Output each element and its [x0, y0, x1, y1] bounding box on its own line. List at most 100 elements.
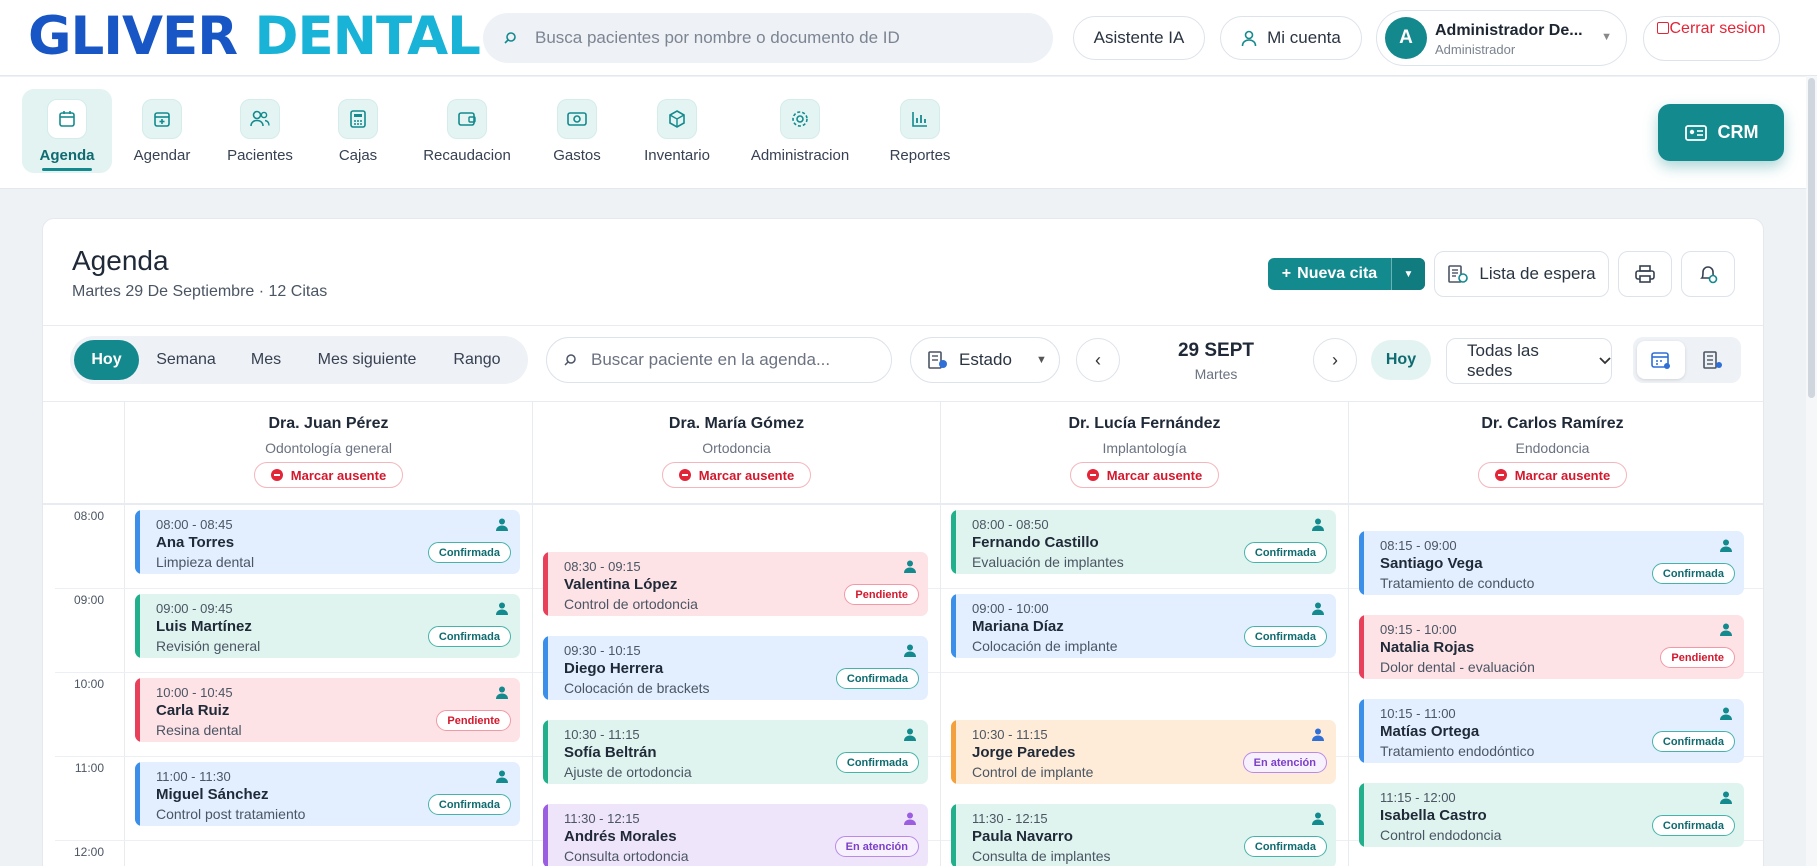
appointment-card[interactable]: 09:00 - 10:00 Mariana Díaz Colocación de i…	[951, 594, 1336, 658]
range-rango[interactable]: Rango	[453, 351, 501, 368]
status-color-bar	[951, 804, 956, 866]
nav-item-reportes[interactable]: Reportes	[879, 89, 961, 173]
notifications-button[interactable]	[1681, 251, 1735, 297]
calendar-grid-icon	[1650, 350, 1672, 370]
nav-item-administracion[interactable]: Administracion	[744, 89, 856, 173]
appointment-time: 11:00 - 11:30	[156, 769, 231, 784]
appointment-card[interactable]: 11:00 - 11:30 Miguel Sánchez Control post …	[135, 762, 520, 826]
new-appointment-main[interactable]: + Nueva cita	[1268, 258, 1391, 290]
mark-absent-button[interactable]: Marcar ausente	[1477, 462, 1628, 488]
appointment-card[interactable]: 08:15 - 09:00 Santiago Vega Tratamiento de…	[1359, 531, 1744, 595]
plus-icon: +	[1281, 265, 1292, 282]
list-icon	[1702, 350, 1724, 370]
my-account-button[interactable]: Mi cuenta	[1220, 16, 1362, 60]
list-view-button[interactable]	[1689, 341, 1737, 379]
status-color-bar	[135, 510, 140, 574]
hour-label: 08:00	[73, 509, 104, 523]
patient-search-input[interactable]	[535, 28, 1015, 48]
nav-label-recaudacion: Recaudacion	[423, 147, 511, 164]
appointment-card[interactable]: 09:15 - 10:00 Natalia Rojas Dolor dental -…	[1359, 615, 1744, 679]
appointment-card[interactable]: 09:30 - 10:15 Diego Herrera Colocación de …	[543, 636, 928, 700]
patient-icon	[496, 770, 508, 783]
crm-label: CRM	[1717, 122, 1759, 142]
chevron-down-icon[interactable]: ▼	[1391, 258, 1425, 290]
top-header: GLIVER DENTAL Asistente IA Mi cuenta A A…	[0, 0, 1817, 76]
user-role: Administrador	[1435, 42, 1516, 57]
appointment-card[interactable]: 11:30 - 12:15 Andrés Morales Consulta orto…	[543, 804, 928, 866]
mark-absent-button[interactable]: Marcar ausente	[253, 462, 404, 488]
brand-part1: GLIVER	[28, 6, 238, 67]
nav-item-pacientes[interactable]: Pacientes	[220, 89, 300, 173]
nav-label-cajas: Cajas	[338, 147, 378, 164]
logout-button[interactable]: Cerrar sesion	[1643, 16, 1780, 61]
appointment-card[interactable]: 10:15 - 11:00 Matías Ortega Tratamiento en…	[1359, 699, 1744, 763]
agenda-search-input[interactable]	[591, 350, 871, 370]
scrollbar-thumb[interactable]	[1808, 78, 1815, 398]
prev-day-button[interactable]: ‹	[1076, 338, 1120, 382]
patient-icon	[496, 686, 508, 699]
status-color-bar	[1359, 783, 1364, 847]
search-icon	[563, 353, 577, 367]
status-badge: Pendiente	[844, 584, 919, 605]
patient-name: Jorge Paredes	[972, 744, 1076, 761]
doctor-name: Dr. Carlos Ramírez	[1481, 415, 1624, 432]
service-name: Tratamiento de conducto	[1380, 575, 1535, 591]
nav-item-agendar[interactable]: Agendar	[122, 89, 202, 173]
nav-item-agenda[interactable]: Agenda	[22, 89, 112, 173]
brand-logo[interactable]: GLIVER DENTAL	[28, 6, 481, 68]
range-mes-siguiente[interactable]: Mes siguiente	[317, 351, 417, 368]
page-title: Agenda	[72, 245, 169, 276]
service-name: Colocación de implante	[972, 638, 1118, 654]
crm-button[interactable]: CRM	[1658, 104, 1784, 161]
appointment-card[interactable]: 10:30 - 11:15 Jorge Paredes Control de imp…	[951, 720, 1336, 784]
appointment-card[interactable]: 09:00 - 09:45 Luis Martínez Revisión gener…	[135, 594, 520, 658]
range-hoy[interactable]: Hoy	[74, 340, 139, 380]
status-color-bar	[951, 720, 956, 784]
patient-icon	[496, 518, 508, 531]
status-color-bar	[1359, 615, 1364, 679]
active-indicator	[42, 168, 92, 171]
patient-search[interactable]	[483, 13, 1053, 63]
nav-item-recaudacion[interactable]: Recaudacion	[417, 89, 517, 173]
minus-circle-icon	[1494, 469, 1507, 481]
appointment-card[interactable]: 10:00 - 10:45 Carla Ruiz Resina dental Pend…	[135, 678, 520, 742]
hour-label: 10:00	[73, 677, 104, 691]
range-semana[interactable]: Semana	[156, 351, 216, 368]
today-button[interactable]: Hoy	[1371, 340, 1431, 380]
list-filter-icon	[927, 350, 949, 370]
status-color-bar	[1359, 699, 1364, 763]
waitlist-button[interactable]: Lista de espera	[1434, 251, 1609, 297]
sede-select[interactable]: Todas las sedes	[1446, 338, 1612, 384]
new-appointment-button[interactable]: + Nueva cita ▼	[1268, 258, 1425, 290]
doctor-name: Dr. Lucía Fernández	[1068, 415, 1221, 432]
appointment-card[interactable]: 08:00 - 08:45 Ana Torres Limpieza dental Co…	[135, 510, 520, 574]
mark-absent-button[interactable]: Marcar ausente	[1069, 462, 1220, 488]
appointment-card[interactable]: 11:30 - 12:15 Paula Navarro Consulta de im…	[951, 804, 1336, 866]
doctor-specialty: Endodoncia	[1515, 440, 1590, 456]
minus-circle-icon	[1086, 469, 1099, 481]
ai-assistant-button[interactable]: Asistente IA	[1073, 16, 1205, 60]
appointment-card[interactable]: 08:00 - 08:50 Fernando Castillo Evaluación…	[951, 510, 1336, 574]
status-filter[interactable]: Estado ▼	[910, 337, 1060, 383]
agenda-search[interactable]	[546, 337, 892, 383]
patient-icon	[1312, 812, 1324, 825]
user-menu[interactable]: A Administrador De... Administrador ▼	[1376, 10, 1627, 66]
main-nav: Agenda Agendar Pacientes Cajas Recaudaci…	[0, 77, 1817, 189]
nav-item-cajas[interactable]: Cajas	[318, 89, 398, 173]
appointment-time: 11:30 - 12:15	[972, 811, 1048, 826]
appointment-card[interactable]: 10:30 - 11:15 Sofía Beltrán Ajuste de orto…	[543, 720, 928, 784]
nav-item-inventario[interactable]: Inventario	[637, 89, 717, 173]
calendar-view-button[interactable]	[1637, 341, 1685, 379]
mark-absent-button[interactable]: Marcar ausente	[661, 462, 812, 488]
next-day-button[interactable]: ›	[1313, 338, 1357, 382]
appointment-card[interactable]: 08:30 - 09:15 Valentina López Control de o…	[543, 552, 928, 616]
patient-name: Ana Torres	[156, 534, 235, 551]
page-scrollbar[interactable]	[1806, 76, 1817, 866]
patient-name: Isabella Castro	[1380, 807, 1487, 824]
column-divider	[1348, 503, 1349, 866]
nav-item-gastos[interactable]: Gastos	[537, 89, 617, 173]
range-mes[interactable]: Mes	[250, 351, 282, 368]
appointment-card[interactable]: 11:15 - 12:00 Isabella Castro Control endo…	[1359, 783, 1744, 847]
print-button[interactable]	[1618, 251, 1672, 297]
ai-assistant-label: Asistente IA	[1093, 28, 1185, 47]
